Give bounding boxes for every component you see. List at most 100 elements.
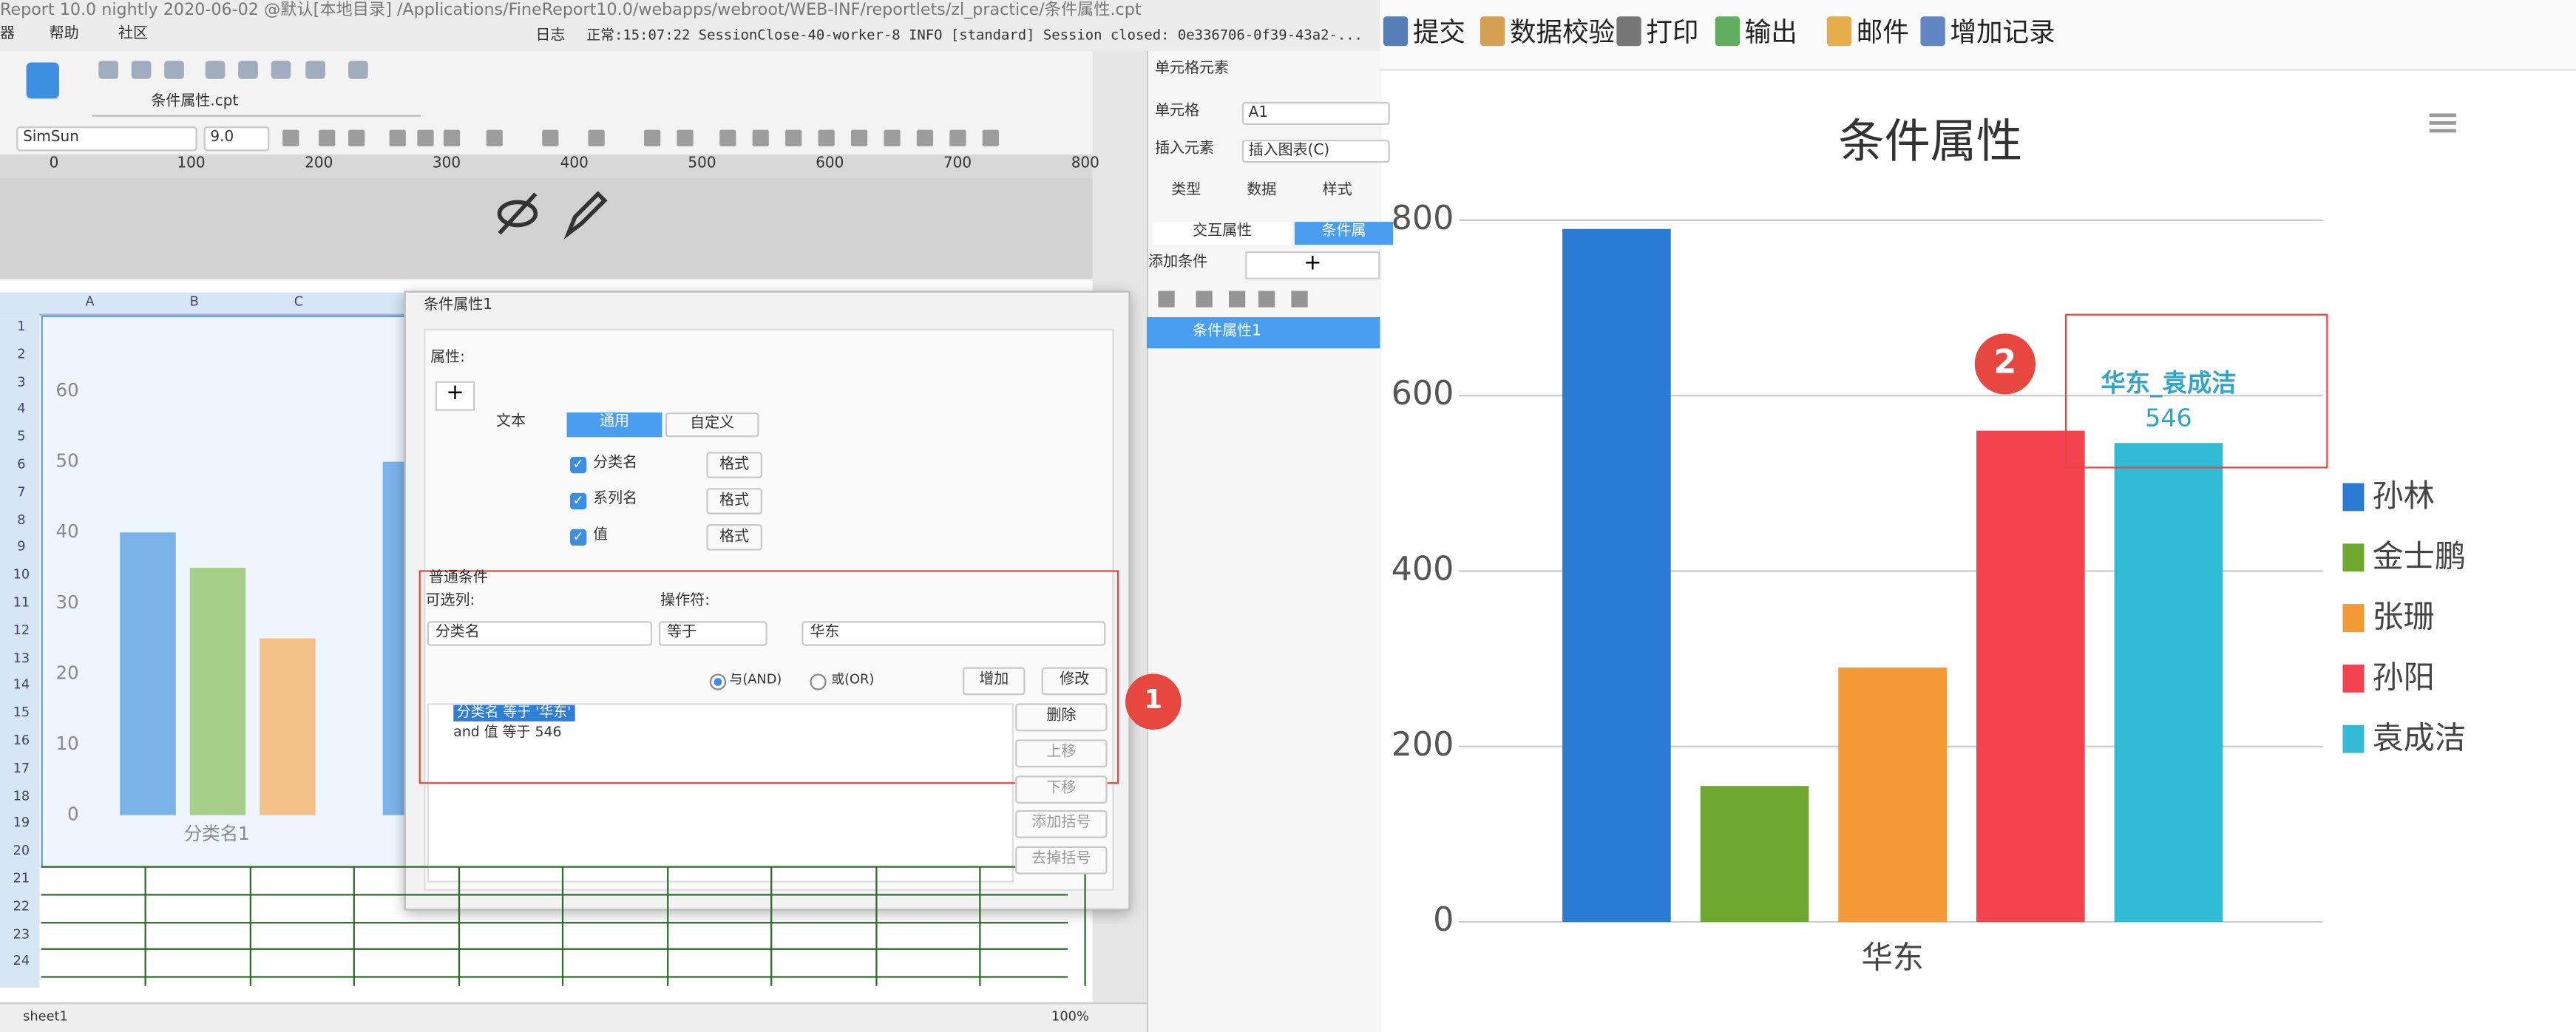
- dialog-tab[interactable]: 自定义: [665, 412, 759, 438]
- panel-icon[interactable]: [1196, 291, 1213, 308]
- toolbar-icon[interactable]: [1826, 16, 1852, 47]
- menu-item[interactable]: 社区: [118, 26, 149, 43]
- menu-item[interactable]: 器: [0, 26, 16, 43]
- radio-label: 或(OR): [831, 672, 875, 688]
- column-header: A: [85, 293, 95, 309]
- panel-icon[interactable]: [1229, 291, 1246, 308]
- format-icon[interactable]: [752, 129, 769, 146]
- toolbar-icon[interactable]: [1616, 16, 1641, 47]
- row-number: 10: [13, 567, 30, 583]
- add-button[interactable]: +: [435, 381, 475, 411]
- condition-item[interactable]: 条件属性1: [1193, 323, 1261, 341]
- list-button[interactable]: 添加括号: [1015, 809, 1108, 838]
- value-input[interactable]: 华东: [801, 621, 1106, 646]
- grid-line: [561, 866, 564, 986]
- panel-tab[interactable]: 数据: [1247, 182, 1277, 199]
- toolbar-button[interactable]: 增加记录: [1950, 16, 2055, 48]
- checkbox-label: 系列名: [593, 491, 638, 508]
- ruler-number: 500: [688, 156, 716, 173]
- grid-line: [770, 866, 773, 986]
- tab[interactable]: [92, 89, 421, 117]
- font-select[interactable]: SimSun: [16, 126, 197, 152]
- column-select[interactable]: 分类名: [427, 621, 653, 646]
- menu-item[interactable]: 帮助: [49, 26, 79, 43]
- list-button[interactable]: 上移: [1015, 739, 1108, 768]
- toolbar-icon[interactable]: [164, 61, 184, 79]
- format-icon[interactable]: [486, 129, 503, 146]
- panel-tab[interactable]: 交互属性: [1153, 222, 1292, 245]
- toolbar-button[interactable]: 数据校验: [1509, 16, 1616, 48]
- format-icon[interactable]: [982, 129, 999, 146]
- format-icon[interactable]: [677, 129, 694, 146]
- row-number: 19: [13, 815, 30, 831]
- panel-tab[interactable]: 样式: [1322, 182, 1352, 199]
- format-icon[interactable]: [818, 129, 835, 146]
- toolbar-icon[interactable]: [131, 61, 152, 79]
- window-title: Report 10.0 nightly 2020-06-02 @默认[本地目录]…: [0, 1, 1142, 20]
- checkbox[interactable]: ✓: [570, 456, 587, 474]
- x-tick-label: 华东: [1861, 940, 1923, 976]
- row-number: 4: [17, 401, 26, 417]
- toolbar-icon[interactable]: [238, 61, 258, 79]
- format-button[interactable]: 格式: [706, 524, 762, 551]
- toolbar-icon[interactable]: [1479, 16, 1505, 47]
- sheet-tab[interactable]: sheet1: [23, 1008, 68, 1024]
- size-select[interactable]: 9.0: [203, 126, 270, 152]
- list-button[interactable]: 下移: [1015, 775, 1108, 804]
- format-icon[interactable]: [850, 129, 868, 146]
- format-icon[interactable]: [319, 129, 336, 146]
- format-icon[interactable]: [443, 129, 461, 146]
- format-icon[interactable]: [916, 129, 934, 146]
- toolbar-button[interactable]: 打印: [1646, 16, 1699, 48]
- operator-select[interactable]: 等于: [658, 621, 767, 646]
- format-icon[interactable]: [785, 129, 802, 146]
- toolbar-button[interactable]: 提交: [1412, 16, 1466, 48]
- condition-list: [427, 703, 1014, 883]
- list-button[interactable]: 去掉括号: [1015, 846, 1108, 875]
- checkbox[interactable]: ✓: [570, 529, 587, 546]
- cell-input[interactable]: A1: [1241, 101, 1390, 125]
- format-icon[interactable]: [719, 129, 736, 146]
- format-button[interactable]: 格式: [706, 488, 762, 515]
- y-tick-label: 0: [67, 804, 79, 825]
- toolbar-icon[interactable]: [305, 61, 325, 79]
- toolbar-icon[interactable]: [1920, 16, 1945, 47]
- add-button[interactable]: 增加: [963, 667, 1026, 696]
- panel-icon[interactable]: [1258, 291, 1275, 308]
- format-icon[interactable]: [348, 129, 365, 146]
- y-tick-label: 0: [1433, 901, 1454, 939]
- checkbox[interactable]: ✓: [570, 492, 587, 510]
- dialog-tab[interactable]: 通用: [566, 412, 662, 438]
- grid-line: [665, 866, 668, 986]
- format-icon[interactable]: [417, 129, 434, 146]
- edit-button[interactable]: 修改: [1041, 667, 1108, 696]
- format-icon[interactable]: [282, 129, 299, 146]
- panel-icon[interactable]: [1158, 291, 1175, 308]
- toolbar-icon[interactable]: [1715, 16, 1741, 47]
- file-tab[interactable]: 条件属性.cpt: [151, 93, 239, 110]
- toolbar-icon[interactable]: [1383, 16, 1409, 47]
- panel-tab[interactable]: 类型: [1171, 182, 1201, 199]
- toolbar-icon[interactable]: [98, 61, 118, 79]
- add-button[interactable]: +: [1245, 251, 1380, 279]
- toolbar-icon[interactable]: [348, 61, 368, 79]
- format-icon[interactable]: [542, 129, 559, 146]
- format-icon[interactable]: [389, 129, 406, 146]
- app-icon[interactable]: [26, 62, 59, 99]
- insert-select[interactable]: 插入图表(C): [1241, 139, 1390, 163]
- format-icon[interactable]: [588, 129, 605, 146]
- format-icon[interactable]: [949, 129, 966, 146]
- format-icon[interactable]: [884, 129, 901, 146]
- panel-tab[interactable]: 条件属: [1294, 222, 1394, 245]
- radio[interactable]: [709, 673, 727, 690]
- menu-icon[interactable]: ≡: [2424, 98, 2461, 149]
- toolbar-button[interactable]: 输出: [1744, 16, 1797, 48]
- list-button[interactable]: 删除: [1015, 703, 1108, 732]
- format-icon[interactable]: [644, 129, 661, 146]
- toolbar-icon[interactable]: [205, 61, 226, 79]
- toolbar-button[interactable]: 邮件: [1856, 16, 1909, 48]
- panel-icon[interactable]: [1291, 291, 1308, 308]
- format-button[interactable]: 格式: [706, 452, 762, 478]
- toolbar-icon[interactable]: [271, 61, 291, 79]
- radio[interactable]: [810, 673, 827, 690]
